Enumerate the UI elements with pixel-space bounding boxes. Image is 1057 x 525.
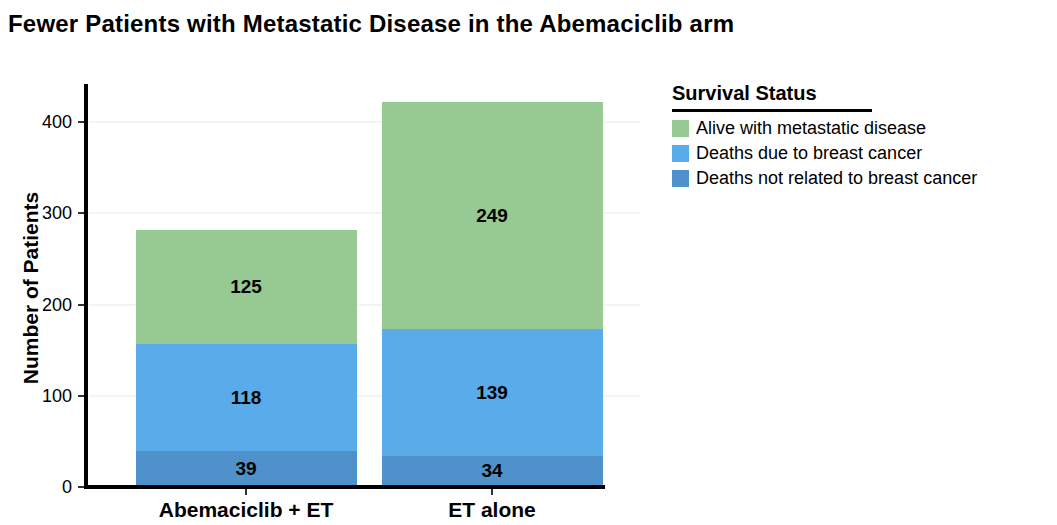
legend-title: Survival Status xyxy=(672,82,872,112)
legend-swatch-deaths-other xyxy=(672,170,689,187)
bar-segment-value: 118 xyxy=(231,387,262,409)
bar-segment: 125 xyxy=(136,230,357,344)
y-tick-label-0: 0 xyxy=(28,478,72,496)
y-tick-mark-0 xyxy=(78,486,84,488)
y-tick-mark-400 xyxy=(78,121,84,123)
bar-segment-value: 139 xyxy=(476,382,508,404)
legend-swatch-deaths-breast-cancer xyxy=(672,145,689,162)
x-category-label: Abemaciclib + ET xyxy=(116,498,376,522)
y-tick-label-400: 400 xyxy=(28,113,72,131)
legend-swatch-alive xyxy=(672,120,689,137)
legend-label-deaths-other: Deaths not related to breast cancer xyxy=(696,168,977,189)
bar-segment-value: 249 xyxy=(476,205,508,227)
bar-segment: 39 xyxy=(136,451,357,487)
bar-segment: 34 xyxy=(382,456,603,487)
bar-segment-value: 39 xyxy=(235,458,256,480)
x-axis-line xyxy=(84,485,605,489)
legend-label-deaths-breast-cancer: Deaths due to breast cancer xyxy=(696,143,922,164)
legend-item-alive: Alive with metastatic disease xyxy=(672,119,1052,137)
bar-segment-value: 34 xyxy=(481,460,502,482)
bar-segment: 249 xyxy=(382,102,603,329)
chart: Fewer Patients with Metastatic Disease i… xyxy=(0,0,1057,525)
x-tick-mark xyxy=(245,489,247,495)
y-tick-mark-200 xyxy=(78,304,84,306)
bar-segment: 139 xyxy=(382,329,603,456)
plot-panel: 3911812534139249 0100200300400 Abemacicl… xyxy=(0,0,1057,525)
legend-label-alive: Alive with metastatic disease xyxy=(696,118,926,139)
y-tick-mark-100 xyxy=(78,395,84,397)
bar-segment: 118 xyxy=(136,344,357,452)
x-tick-mark xyxy=(491,489,493,495)
x-category-label: ET alone xyxy=(362,498,622,522)
legend-item-deaths-breast-cancer: Deaths due to breast cancer xyxy=(672,144,1052,162)
legend: Survival Status Alive with metastatic di… xyxy=(672,82,1052,194)
y-axis-line xyxy=(84,84,88,489)
bar-segment-value: 125 xyxy=(230,276,262,298)
y-axis-title: Number of Patients xyxy=(19,138,45,438)
y-tick-mark-300 xyxy=(78,212,84,214)
legend-item-deaths-other: Deaths not related to breast cancer xyxy=(672,169,1052,187)
